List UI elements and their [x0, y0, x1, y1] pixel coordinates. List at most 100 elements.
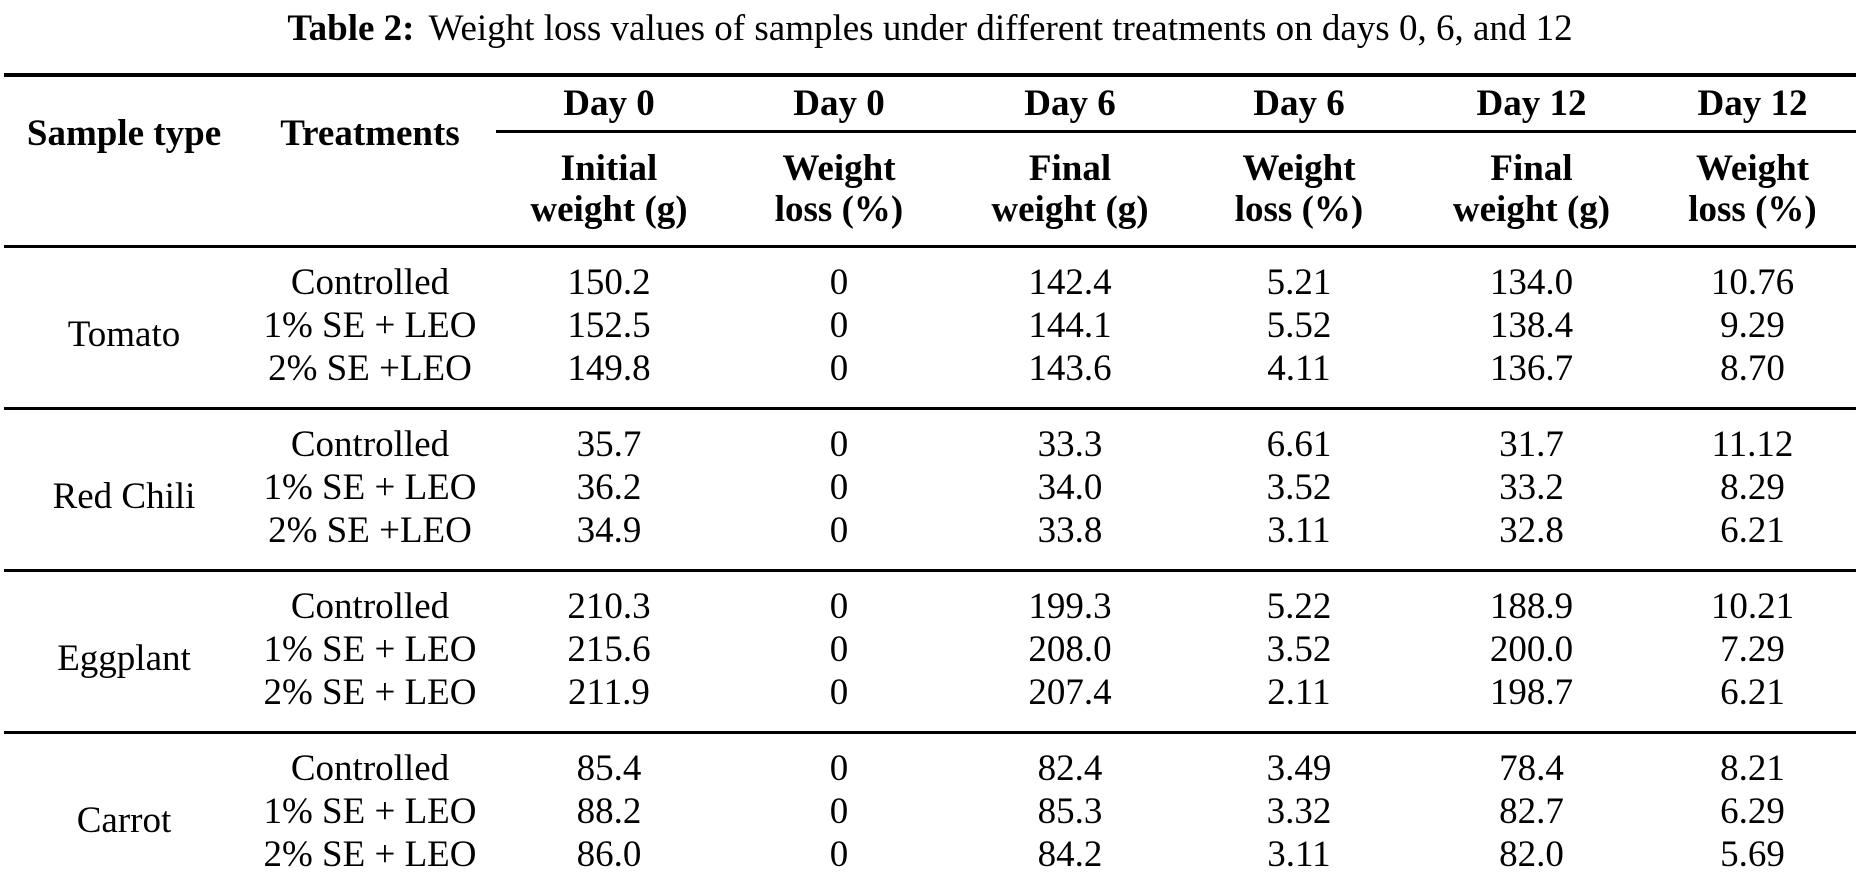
value-cell: 211.9	[568, 672, 650, 713]
treatment-cell: 2% SE + LEO	[263, 834, 477, 875]
header-weight-loss-day0: Weight loss (%)	[774, 148, 904, 230]
value-cell: 86.0	[576, 834, 642, 875]
value-cell: 188.9	[1489, 586, 1574, 627]
value-cell: 36.2	[576, 467, 642, 508]
table-row: 2% SE +LEO 34.9 0 33.8 3.11 32.8 6.21	[4, 509, 1856, 571]
value-cell: 9.29	[1720, 305, 1785, 346]
value-cell: 85.4	[576, 748, 642, 789]
value-cell: 5.69	[1720, 834, 1785, 875]
value-cell: 6.21	[1720, 672, 1785, 713]
treatment-cell: 1% SE + LEO	[263, 305, 477, 346]
value-cell: 82.7	[1499, 791, 1564, 832]
value-cell: 33.8	[1037, 510, 1103, 551]
value-cell: 0	[829, 424, 849, 465]
weight-loss-table: Sample type Treatments Day 0 Day 0 Day 6…	[4, 73, 1856, 883]
header-day6-final: Day 6	[956, 75, 1184, 133]
value-cell: 88.2	[576, 791, 642, 832]
value-cell: 3.49	[1266, 748, 1332, 789]
group-tomato: Tomato Controlled 150.2 0 142.4 5.21 134…	[4, 246, 1856, 409]
value-cell: 82.0	[1499, 834, 1564, 875]
header-row-measures: Initial weight (g) Weight loss (%) Final…	[4, 132, 1856, 247]
value-cell: 6.29	[1720, 791, 1785, 832]
table-row: 1% SE + LEO 215.6 0 208.0 3.52 200.0 7.2…	[4, 628, 1856, 671]
value-cell: 144.1	[1028, 305, 1112, 346]
value-cell: 0	[829, 791, 849, 832]
treatment-cell: 2% SE +LEO	[268, 348, 472, 389]
header-day12-loss: Day 12	[1649, 75, 1856, 133]
treatment-cell: 1% SE + LEO	[263, 467, 477, 508]
value-cell: 0	[829, 510, 849, 551]
value-cell: 33.2	[1499, 467, 1564, 508]
table-row: 2% SE + LEO 86.0 0 84.2 3.11 82.0 5.69	[4, 833, 1856, 883]
value-cell: 31.7	[1499, 424, 1564, 465]
group-carrot: Carrot Controlled 85.4 0 82.4 3.49 78.4 …	[4, 732, 1856, 883]
group-red-chili: Red Chili Controlled 35.7 0 33.3 6.61 31…	[4, 408, 1856, 571]
value-cell: 6.61	[1266, 424, 1332, 465]
value-cell: 85.3	[1037, 791, 1103, 832]
table-row: 1% SE + LEO 36.2 0 34.0 3.52 33.2 8.29	[4, 466, 1856, 509]
value-cell: 6.21	[1720, 510, 1785, 551]
value-cell: 8.21	[1720, 748, 1785, 789]
value-cell: 0	[829, 305, 849, 346]
value-cell: 34.9	[576, 510, 642, 551]
value-cell: 149.8	[567, 348, 651, 389]
sample-name: Red Chili	[52, 475, 196, 517]
header-sample-type: Sample type	[26, 113, 222, 154]
treatment-cell: Controlled	[290, 586, 450, 627]
sample-name: Tomato	[67, 313, 181, 355]
value-cell: 142.4	[1028, 262, 1112, 303]
header-day6-loss: Day 6	[1184, 75, 1414, 133]
header-final-weight-day6: Final weight (g)	[991, 148, 1149, 230]
value-cell: 10.21	[1710, 586, 1795, 627]
value-cell: 199.3	[1028, 586, 1112, 627]
value-cell: 11.12	[1711, 424, 1794, 465]
value-cell: 134.0	[1489, 262, 1574, 303]
value-cell: 0	[829, 629, 849, 670]
treatment-cell: Controlled	[290, 748, 450, 789]
table-row: 1% SE + LEO 88.2 0 85.3 3.32 82.7 6.29	[4, 790, 1856, 833]
value-cell: 34.0	[1037, 467, 1103, 508]
table-row: Tomato Controlled 150.2 0 142.4 5.21 134…	[4, 247, 1856, 355]
value-cell: 143.6	[1028, 348, 1112, 389]
value-cell: 82.4	[1037, 748, 1103, 789]
value-cell: 7.29	[1720, 629, 1785, 670]
value-cell: 10.76	[1710, 262, 1795, 303]
header-row-days: Sample type Treatments Day 0 Day 0 Day 6…	[4, 75, 1856, 154]
header-day12-final: Day 12	[1414, 75, 1649, 133]
value-cell: 3.32	[1266, 791, 1332, 832]
value-cell: 215.6	[567, 629, 651, 670]
header-initial-weight: Initial weight (g)	[530, 148, 688, 230]
table-caption-text: Weight loss values of samples under diff…	[428, 8, 1573, 49]
table-caption-label: Table 2:	[287, 8, 415, 49]
value-cell: 5.22	[1266, 586, 1332, 627]
value-cell: 136.7	[1489, 348, 1574, 389]
table-row: 2% SE +LEO 149.8 0 143.6 4.11 136.7 8.70	[4, 347, 1856, 409]
value-cell: 198.7	[1489, 672, 1574, 713]
header-final-weight-day12: Final weight (g)	[1452, 148, 1611, 230]
treatment-cell: 2% SE +LEO	[268, 510, 472, 551]
value-cell: 33.3	[1037, 424, 1103, 465]
value-cell: 0	[829, 748, 849, 789]
value-cell: 3.11	[1267, 510, 1331, 551]
value-cell: 2.11	[1267, 672, 1331, 713]
value-cell: 5.52	[1266, 305, 1332, 346]
value-cell: 3.52	[1266, 467, 1332, 508]
treatment-cell: Controlled	[290, 262, 450, 303]
table-caption: Table 2: Weight loss values of samples un…	[0, 8, 1860, 50]
value-cell: 152.5	[567, 305, 651, 346]
value-cell: 208.0	[1028, 629, 1112, 670]
group-eggplant: Eggplant Controlled 210.3 0 199.3 5.22 1…	[4, 570, 1856, 733]
table-row: Eggplant Controlled 210.3 0 199.3 5.22 1…	[4, 571, 1856, 679]
value-cell: 0	[829, 586, 849, 627]
value-cell: 3.52	[1266, 629, 1332, 670]
table-row: 1% SE + LEO 152.5 0 144.1 5.52 138.4 9.2…	[4, 304, 1856, 347]
sample-name: Carrot	[76, 799, 172, 841]
value-cell: 0	[829, 348, 849, 389]
value-cell: 0	[829, 262, 849, 303]
value-cell: 78.4	[1499, 748, 1564, 789]
value-cell: 32.8	[1499, 510, 1564, 551]
table-row: Carrot Controlled 85.4 0 82.4 3.49 78.4 …	[4, 733, 1856, 841]
table-header: Sample type Treatments Day 0 Day 0 Day 6…	[4, 75, 1856, 247]
value-cell: 207.4	[1028, 672, 1112, 713]
value-cell: 4.11	[1267, 348, 1331, 389]
